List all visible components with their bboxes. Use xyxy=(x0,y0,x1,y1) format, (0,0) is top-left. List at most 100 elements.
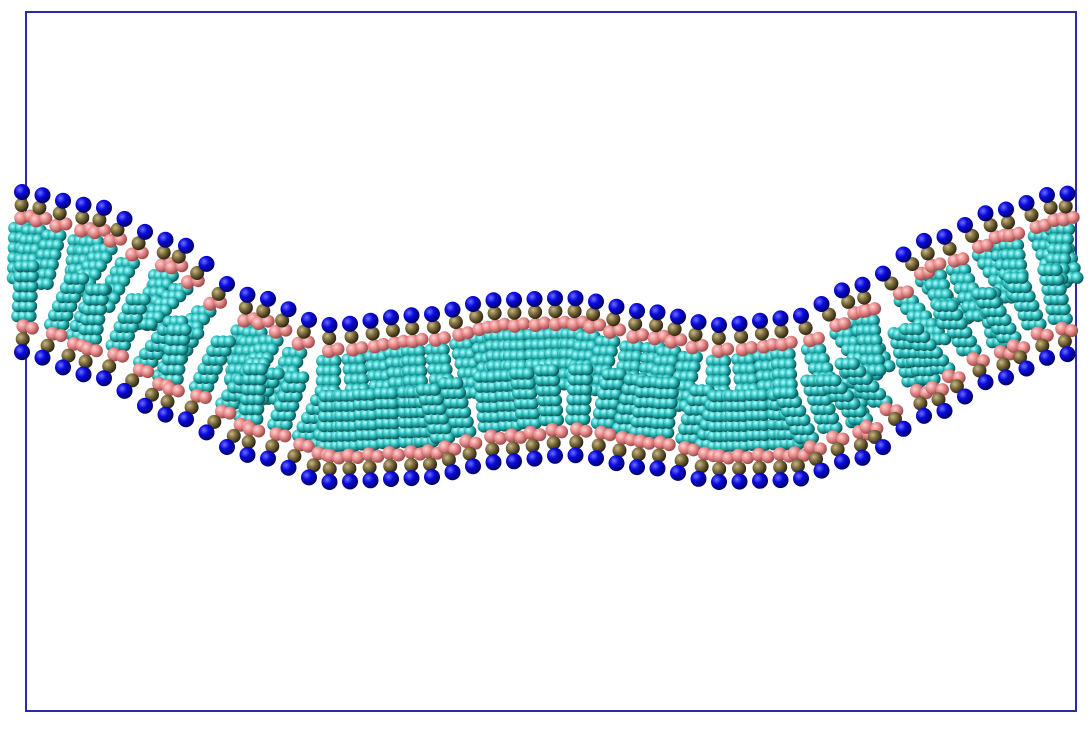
phosphate-bead xyxy=(160,394,175,409)
tail-bead xyxy=(579,383,593,396)
phosphate-bead xyxy=(1013,350,1028,365)
glycerol-bead xyxy=(415,332,429,346)
phosphate-bead xyxy=(171,249,186,264)
headgroup-bead xyxy=(342,315,358,332)
glycerol-bead xyxy=(301,439,315,453)
glycerol-bead xyxy=(98,223,111,237)
tail-bead xyxy=(1058,252,1072,266)
headgroup-bead xyxy=(1018,195,1035,211)
headgroup-bead xyxy=(34,187,51,204)
tail-bead xyxy=(252,392,266,406)
headgroup-bead xyxy=(813,296,830,312)
tail-bead xyxy=(94,303,108,316)
tail-bead xyxy=(286,399,300,412)
tail-bead xyxy=(458,405,472,419)
tail-bead xyxy=(138,293,151,306)
tail-bead xyxy=(785,386,798,399)
tail-bead xyxy=(1027,299,1040,312)
tail-bead xyxy=(525,387,538,400)
headgroup-bead xyxy=(321,474,338,490)
phosphate-bead xyxy=(383,459,398,473)
phosphate-bead xyxy=(1057,334,1072,349)
headgroup-bead xyxy=(75,196,92,213)
tail-bead xyxy=(1030,308,1044,322)
tail-bead xyxy=(1019,280,1033,294)
glycerol-bead xyxy=(469,436,483,450)
glycerol-bead xyxy=(461,326,475,340)
glycerol-bead xyxy=(125,247,140,262)
glycerol-bead xyxy=(868,302,882,316)
headgroup-bead xyxy=(403,470,420,487)
phosphate-bead xyxy=(426,320,441,334)
glycerol-bead xyxy=(811,331,825,345)
phosphate-bead xyxy=(667,322,682,337)
phosphate-bead xyxy=(365,326,380,341)
tail-bead xyxy=(328,374,342,388)
headgroup-bead xyxy=(670,464,686,481)
glycerol-bead xyxy=(141,365,155,379)
tail-bead xyxy=(685,370,699,383)
tail-bead xyxy=(283,408,296,422)
glycerol-bead xyxy=(784,335,798,349)
tail-bead xyxy=(757,398,770,412)
phosphate-bead xyxy=(931,392,946,407)
phosphate-bead xyxy=(631,447,646,462)
headgroup-bead xyxy=(34,349,51,366)
headgroup-bead xyxy=(157,406,174,423)
glycerol-bead xyxy=(54,329,68,342)
headgroup-bead xyxy=(75,366,92,383)
phosphate-bead xyxy=(548,304,563,319)
headgroup-bead xyxy=(342,473,358,490)
phosphate-bead xyxy=(830,442,845,457)
glycerol-bead xyxy=(103,233,118,248)
glycerol-bead xyxy=(351,451,365,464)
tail-bead xyxy=(191,327,205,340)
tail-bead xyxy=(51,239,64,252)
headgroup-bead xyxy=(998,369,1014,386)
tail-bead xyxy=(817,352,830,366)
headgroup-bead xyxy=(567,447,584,464)
phosphate-bead xyxy=(275,313,290,328)
tail-bead xyxy=(612,377,625,391)
tail-bead xyxy=(437,343,450,356)
headgroup-bead xyxy=(403,307,420,324)
phosphate-bead xyxy=(905,257,920,272)
phosphate-bead xyxy=(423,457,437,472)
tail-bead xyxy=(89,332,103,346)
phosphate-bead xyxy=(754,326,769,341)
glycerol-bead xyxy=(203,296,218,311)
tail-bead xyxy=(614,367,627,381)
headgroup-bead xyxy=(977,374,994,391)
headgroup-bead xyxy=(96,199,112,216)
tail-bead xyxy=(43,268,57,281)
phosphate-bead xyxy=(78,354,93,369)
phosphate-bead xyxy=(591,438,606,453)
phosphate-bead xyxy=(649,318,664,333)
tail-bead xyxy=(25,289,38,303)
headgroup-bead xyxy=(444,464,461,481)
headgroup-bead xyxy=(608,455,625,472)
headgroup-bead xyxy=(444,301,461,318)
headgroup-bead xyxy=(711,317,727,333)
phosphate-bead xyxy=(920,246,935,261)
phosphate-bead xyxy=(525,438,540,453)
glycerol-bead xyxy=(721,451,735,465)
phosphate-bead xyxy=(507,305,522,320)
glycerol-bead xyxy=(1006,338,1021,353)
phosphate-bead xyxy=(996,357,1011,372)
headgroup-bead xyxy=(567,290,584,307)
glycerol-bead xyxy=(89,344,103,358)
phosphate-bead xyxy=(487,306,502,321)
phosphate-bead xyxy=(1001,215,1015,230)
glycerol-bead xyxy=(687,443,701,457)
phosphate-bead xyxy=(226,428,241,443)
phosphate-bead xyxy=(913,396,928,411)
glycerol-bead xyxy=(25,321,39,335)
headgroup-bead xyxy=(465,458,481,475)
headgroup-bead xyxy=(813,462,830,479)
tail-bead xyxy=(549,393,563,407)
phosphate-bead xyxy=(528,305,543,319)
phosphate-bead xyxy=(965,228,979,243)
tail-bead xyxy=(1060,242,1073,256)
phosphate-bead xyxy=(322,331,337,345)
